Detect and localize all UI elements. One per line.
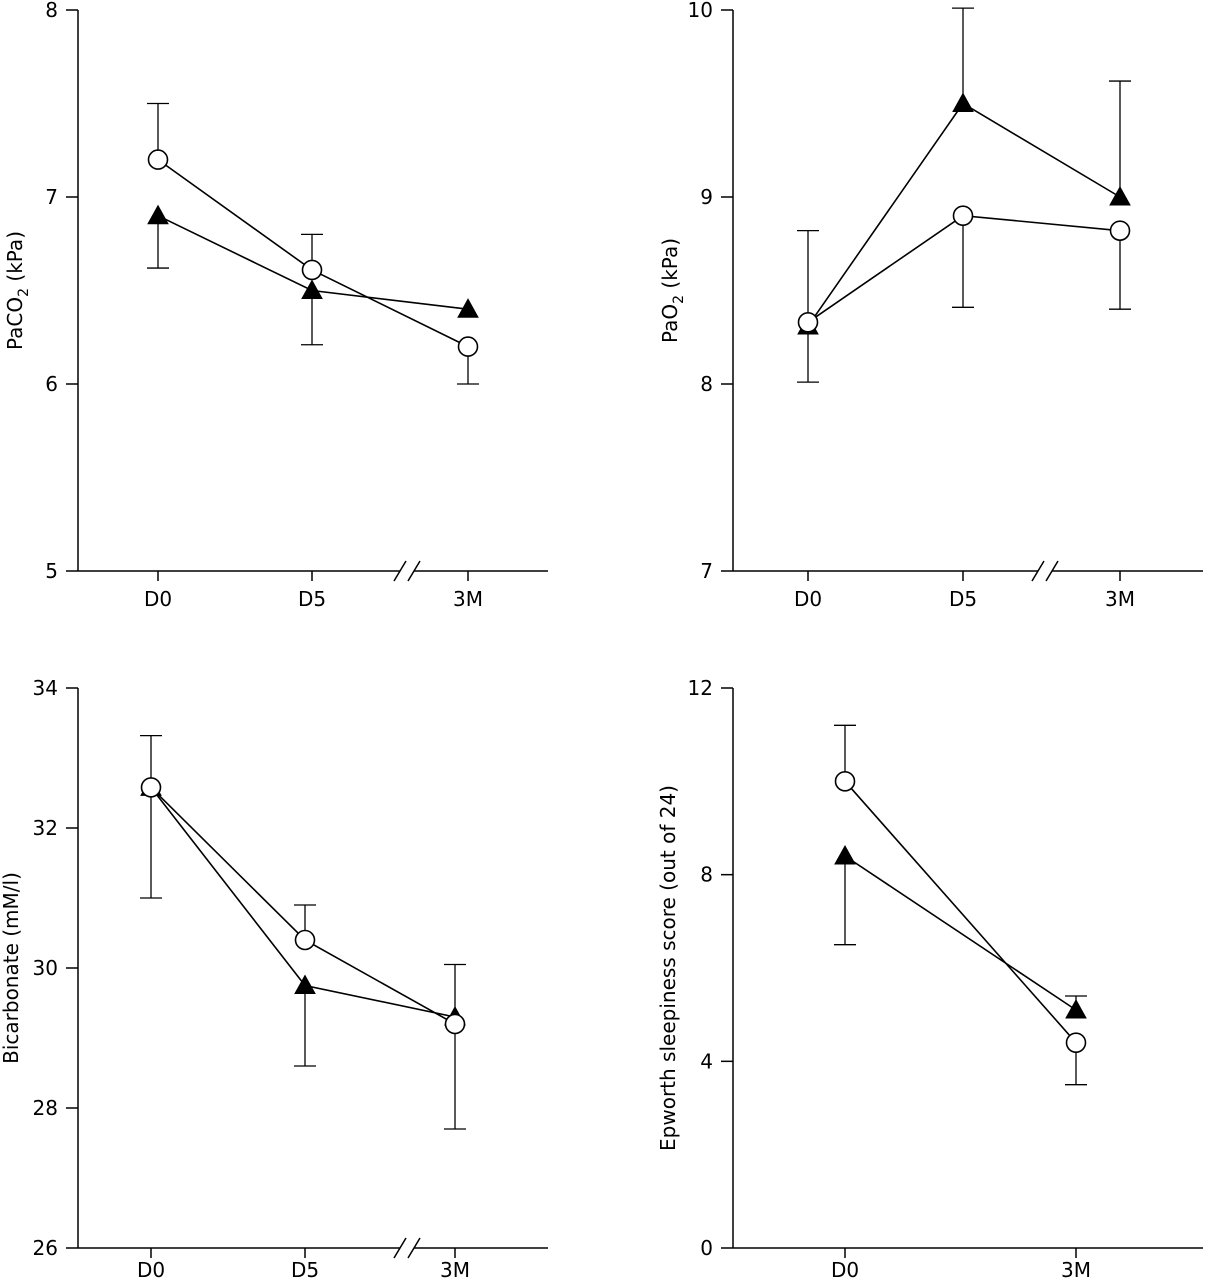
axis-break-mark [393,560,407,582]
series-line-circle [807,214,1121,323]
y-tick-label: 7 [700,559,713,583]
point-triangle [952,92,974,112]
y-axis-title: PaCO2 (kPa) [3,231,32,350]
point-circle [140,777,162,798]
chart-paco2: 5 6 7 8 D0 D5 3M PaCO2 (kPa) [3,0,548,611]
x-tick-label: D0 [831,1258,859,1280]
point-circle [147,149,169,170]
x-tick-label: D0 [144,587,172,611]
chart-pao2: 7 8 9 10 D0 D5 3M PaO2 (kPa) [658,0,1203,611]
point-triangle [301,279,323,299]
x-tick-label: 3M [453,587,483,611]
point-circle [301,259,323,281]
point-circle [457,336,479,357]
x-tick-label: D5 [949,587,977,611]
point-circle [1109,220,1131,241]
axis-break-mark [407,1237,421,1259]
point-circle [444,1013,466,1035]
y-tick-label: 5 [45,559,58,583]
y-tick-label: 8 [700,372,713,396]
point-circle [834,771,856,792]
y-tick-label: 26 [33,1236,58,1260]
x-tick-label: D5 [298,587,326,611]
x-tick-label: 3M [440,1258,470,1280]
y-tick-label: 10 [688,0,713,22]
axis-break-mark [1031,560,1045,582]
point-circle [952,205,974,226]
y-tick-label: 9 [700,185,713,209]
y-tick-label: 8 [45,0,58,22]
y-axis-title: Epworth sleepiness score (out of 24) [656,785,680,1151]
x-tick-label: 3M [1105,587,1135,611]
point-circle [294,929,316,951]
axis-break-mark [393,1237,407,1259]
point-triangle [1109,185,1131,206]
y-tick-label: 30 [33,956,58,980]
series-line-triangle [844,855,1077,1011]
y-tick-label: 28 [33,1096,58,1120]
point-triangle [294,974,316,994]
series-line-circle [157,158,469,348]
x-tick-label: D5 [291,1258,319,1280]
point-triangle [457,298,479,318]
point-circle [797,311,819,333]
x-tick-label: D0 [794,587,822,611]
y-tick-label: 34 [33,676,58,700]
y-axis-title: PaO2 (kPa) [658,238,687,343]
axis-break-mark [1045,560,1059,582]
x-tick-label: D0 [137,1258,165,1280]
y-tick-label: 12 [688,676,713,700]
x-tick-label: 3M [1061,1258,1091,1280]
point-circle [1065,1032,1087,1053]
y-tick-label: 8 [700,863,713,887]
chart-epworth: 0 4 8 12 D0 3M Epworth sleepiness score (out o… [656,676,1203,1280]
point-triangle [1065,998,1087,1019]
axis-break-mark [407,560,421,582]
y-tick-label: 7 [45,185,58,209]
y-tick-label: 0 [700,1236,713,1260]
point-triangle [834,844,856,865]
y-tick-label: 32 [33,816,58,840]
y-tick-label: 4 [700,1049,713,1073]
y-axis-title: Bicarbonate (mM/l) [0,872,23,1064]
y-tick-label: 6 [45,372,58,396]
chart-bicarbonate: 26 28 30 32 34 D0 D5 3M Bicarbonate (mM/l) [0,676,548,1280]
point-triangle [147,204,169,225]
series-line-circle [844,780,1077,1044]
